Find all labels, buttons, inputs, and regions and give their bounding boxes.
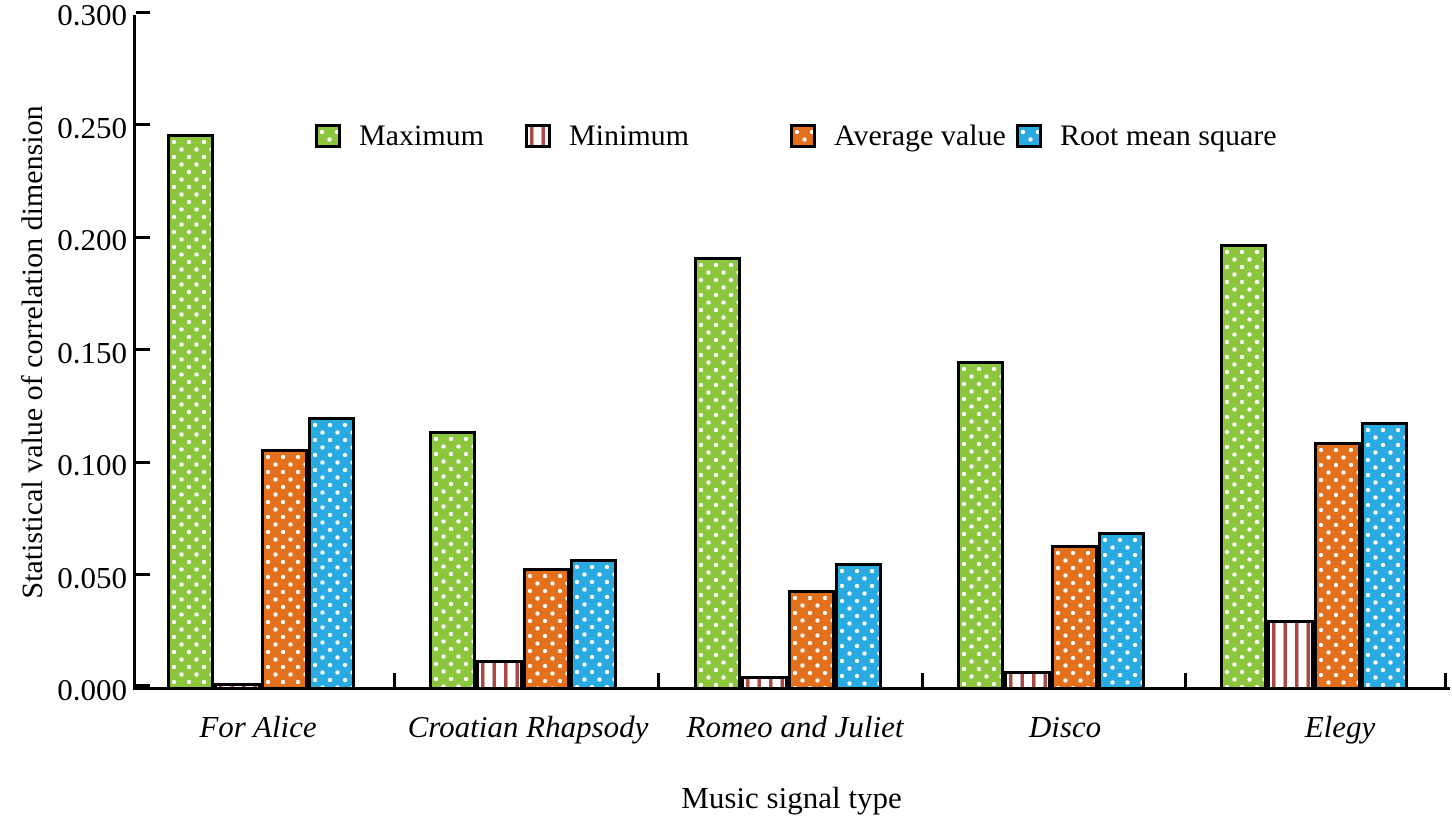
x-category-label-elegy: Elegy xyxy=(1304,709,1376,744)
x-tick xyxy=(920,673,924,687)
legend-item-average-value: Average value xyxy=(790,118,1006,154)
y-tick xyxy=(136,348,150,351)
legend-swatch-minimum-icon xyxy=(525,124,551,148)
x-category-label-croatian-rhapsody: Croatian Rhapsody xyxy=(407,709,649,744)
y-tick-label: 0.300 xyxy=(57,0,127,32)
bar-average-value-disco xyxy=(1051,545,1098,690)
plot-area: Maximum Minimum Average value Root mean squ… xyxy=(133,10,1450,690)
x-tick xyxy=(1183,673,1187,687)
bar-average-value-elegy xyxy=(1314,441,1361,690)
bar-root-mean-square-croatian-rhapsody xyxy=(570,558,617,690)
bar-minimum-disco xyxy=(1004,671,1051,690)
bar-minimum-for-alice xyxy=(214,682,261,690)
bar-minimum-croatian-rhapsody xyxy=(476,660,523,690)
bar-maximum-romeo-and-juliet xyxy=(694,257,741,690)
bar-maximum-disco xyxy=(957,360,1004,690)
legend-label: Root mean square xyxy=(1060,119,1277,152)
y-tick xyxy=(136,123,150,126)
x-category-label-romeo-and-juliet: Romeo and Juliet xyxy=(686,709,904,744)
bar-root-mean-square-for-alice xyxy=(308,417,355,690)
bar-average-value-for-alice xyxy=(261,448,308,690)
y-tick xyxy=(136,235,150,239)
bar-average-value-croatian-rhapsody xyxy=(523,567,570,690)
x-tick xyxy=(392,673,396,687)
x-tick xyxy=(1443,673,1447,687)
y-tick-label: 0.050 xyxy=(57,559,127,595)
bar-average-value-romeo-and-juliet xyxy=(788,590,835,690)
x-category-label-for-alice: For Alice xyxy=(199,709,317,744)
x-category-label-disco: Disco xyxy=(1028,709,1102,744)
bar-maximum-elegy xyxy=(1220,243,1267,690)
bar-maximum-croatian-rhapsody xyxy=(429,430,476,690)
legend-swatch-root-mean-square-icon xyxy=(1016,124,1042,148)
y-tick xyxy=(136,460,150,464)
x-axis-title: Music signal type xyxy=(681,780,902,815)
legend-swatch-average-value-icon xyxy=(790,124,816,148)
legend-label: Average value xyxy=(834,119,1006,152)
legend-item-root-mean-square: Root mean square xyxy=(1016,118,1277,154)
legend-label: Minimum xyxy=(569,119,690,152)
y-tick xyxy=(136,10,150,14)
legend-item-maximum: Maximum xyxy=(315,118,484,154)
bar-root-mean-square-elegy xyxy=(1361,421,1408,690)
bar-minimum-elegy xyxy=(1267,619,1314,690)
x-tick xyxy=(656,673,660,687)
y-tick-label: 0.200 xyxy=(57,222,127,257)
bar-root-mean-square-romeo-and-juliet xyxy=(835,563,882,690)
y-tick-label: 0.150 xyxy=(57,334,127,370)
y-tick-label: 0.250 xyxy=(57,109,127,145)
legend-label: Maximum xyxy=(359,119,484,152)
y-tick-label: 0.100 xyxy=(57,447,127,482)
y-tick xyxy=(136,684,150,687)
bar-minimum-romeo-and-juliet xyxy=(741,675,788,690)
legend-swatch-maximum-icon xyxy=(315,124,341,148)
y-tick xyxy=(136,573,150,576)
bar-maximum-for-alice xyxy=(167,133,214,690)
legend-item-minimum: Minimum xyxy=(525,118,689,154)
y-tick-label: 0.000 xyxy=(57,672,127,707)
bar-root-mean-square-disco xyxy=(1098,531,1145,690)
